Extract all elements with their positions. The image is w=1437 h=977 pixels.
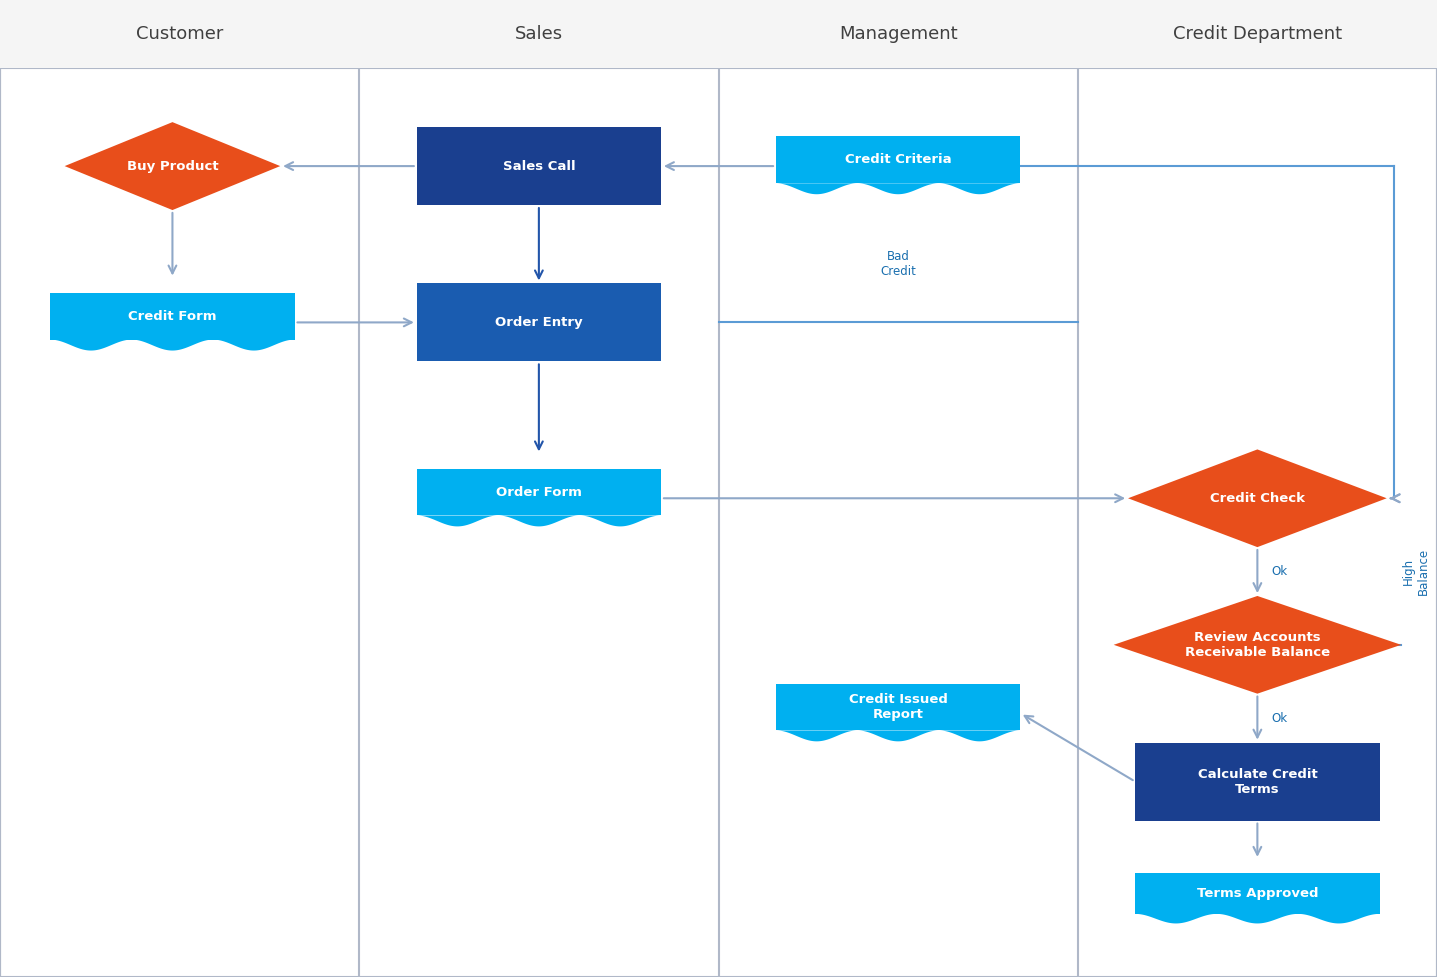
Text: Review Accounts
Receivable Balance: Review Accounts Receivable Balance: [1186, 631, 1329, 658]
Polygon shape: [65, 122, 280, 210]
Text: Terms Approved: Terms Approved: [1197, 887, 1318, 900]
Polygon shape: [1135, 913, 1380, 923]
Bar: [776, 137, 1020, 184]
Polygon shape: [417, 516, 661, 527]
Bar: [1135, 872, 1380, 913]
Bar: [359, 0, 718, 68]
Text: Order Entry: Order Entry: [496, 316, 582, 329]
Polygon shape: [776, 731, 1020, 742]
Bar: [417, 283, 661, 361]
Text: Ok: Ok: [1272, 711, 1288, 725]
Text: Management: Management: [839, 25, 957, 43]
Text: Credit Criteria: Credit Criteria: [845, 153, 951, 166]
Text: Ok: Ok: [1272, 565, 1288, 578]
Text: Calculate Credit
Terms: Calculate Credit Terms: [1197, 768, 1318, 795]
Text: Credit Issued
Report: Credit Issued Report: [849, 693, 947, 721]
Bar: [1135, 743, 1380, 821]
Text: Sales Call: Sales Call: [503, 159, 575, 173]
Text: Sales: Sales: [514, 25, 563, 43]
Bar: [417, 469, 661, 516]
Text: Bad
Credit: Bad Credit: [881, 250, 915, 277]
Bar: [1078, 0, 1437, 68]
Text: Credit Form: Credit Form: [128, 310, 217, 322]
Bar: [776, 684, 1020, 731]
Polygon shape: [1114, 596, 1401, 694]
Text: Credit Check: Credit Check: [1210, 491, 1305, 505]
Polygon shape: [1128, 449, 1387, 547]
Polygon shape: [776, 184, 1020, 194]
Polygon shape: [50, 340, 295, 351]
Text: Order Form: Order Form: [496, 486, 582, 498]
Text: High
Balance: High Balance: [1401, 548, 1430, 595]
Text: Customer: Customer: [137, 25, 223, 43]
Bar: [417, 127, 661, 205]
Text: Credit Department: Credit Department: [1173, 25, 1342, 43]
Bar: [718, 0, 1078, 68]
Text: Buy Product: Buy Product: [126, 159, 218, 173]
Bar: [0, 0, 359, 68]
Bar: [50, 293, 295, 340]
